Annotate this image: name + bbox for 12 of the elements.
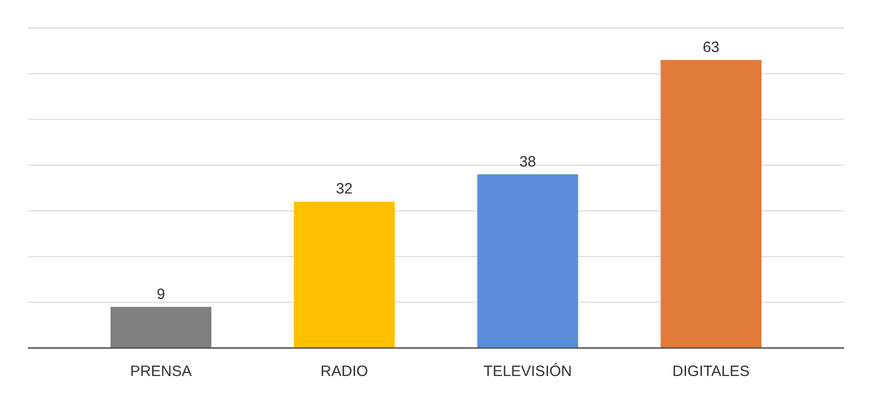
bar: [477, 174, 578, 348]
data-label: 9: [156, 286, 166, 303]
x-tick-label: TELEVISIÓN: [484, 362, 572, 380]
data-label: 38: [519, 153, 536, 170]
data-label: 63: [702, 39, 720, 56]
x-tick-label: RADIO: [320, 363, 368, 380]
data-label: 32: [336, 180, 353, 198]
bar: [660, 60, 762, 348]
x-tick-label: PRENSA: [130, 363, 192, 380]
bar: [294, 202, 395, 348]
bar: [110, 306, 212, 348]
x-tick-label: DIGITALES: [672, 363, 750, 380]
